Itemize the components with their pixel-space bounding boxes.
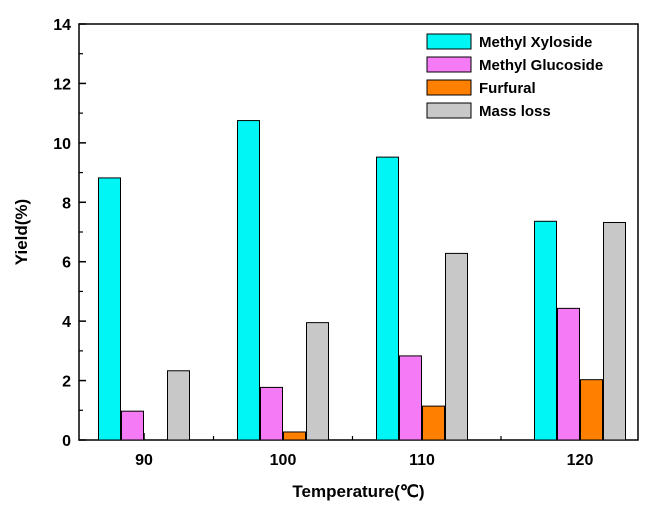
bar — [580, 379, 603, 441]
x-axis: 90 100 110 120 — [135, 433, 593, 469]
bar — [376, 156, 399, 441]
bar — [167, 370, 190, 441]
bar — [306, 322, 329, 441]
bar — [534, 220, 557, 441]
bar — [603, 221, 626, 441]
y-tick-label: 8 — [62, 195, 71, 212]
bar — [557, 307, 580, 441]
bar — [121, 410, 144, 441]
y-tick-label: 0 — [62, 433, 71, 450]
x-tick-label: 120 — [567, 452, 594, 469]
legend-label: Mass loss — [479, 103, 551, 120]
bar — [98, 177, 121, 441]
x-tick-label: 100 — [270, 452, 297, 469]
y-tick-label: 6 — [62, 255, 71, 272]
y-tick-label: 14 — [53, 17, 71, 34]
bar — [445, 252, 468, 441]
y-axis: 0 2 4 6 8 10 12 14 — [53, 17, 86, 450]
y-tick-label: 10 — [53, 136, 71, 153]
bar — [260, 386, 283, 441]
legend-swatch — [426, 79, 472, 96]
y-axis-title: Yield(%) — [12, 199, 31, 265]
bar — [237, 120, 260, 441]
legend-swatch — [426, 102, 472, 119]
legend: Methyl Xyloside Methyl Glucoside Furfural M… — [426, 33, 603, 120]
legend-swatch — [426, 56, 472, 73]
bars — [98, 120, 626, 441]
legend-label: Furfural — [479, 80, 536, 97]
y-tick-label: 2 — [62, 374, 71, 391]
y-tick-label: 4 — [62, 314, 71, 331]
x-tick-label: 110 — [409, 452, 435, 469]
x-axis-title: Temperature(℃) — [292, 482, 424, 501]
bar — [399, 355, 422, 441]
bar — [283, 431, 306, 441]
x-tick-label: 90 — [135, 452, 153, 469]
legend-swatch — [426, 33, 472, 50]
y-tick-label: 12 — [53, 76, 71, 93]
legend-label: Methyl Glucoside — [479, 57, 603, 74]
bar — [422, 405, 445, 441]
legend-label: Methyl Xyloside — [479, 34, 592, 51]
